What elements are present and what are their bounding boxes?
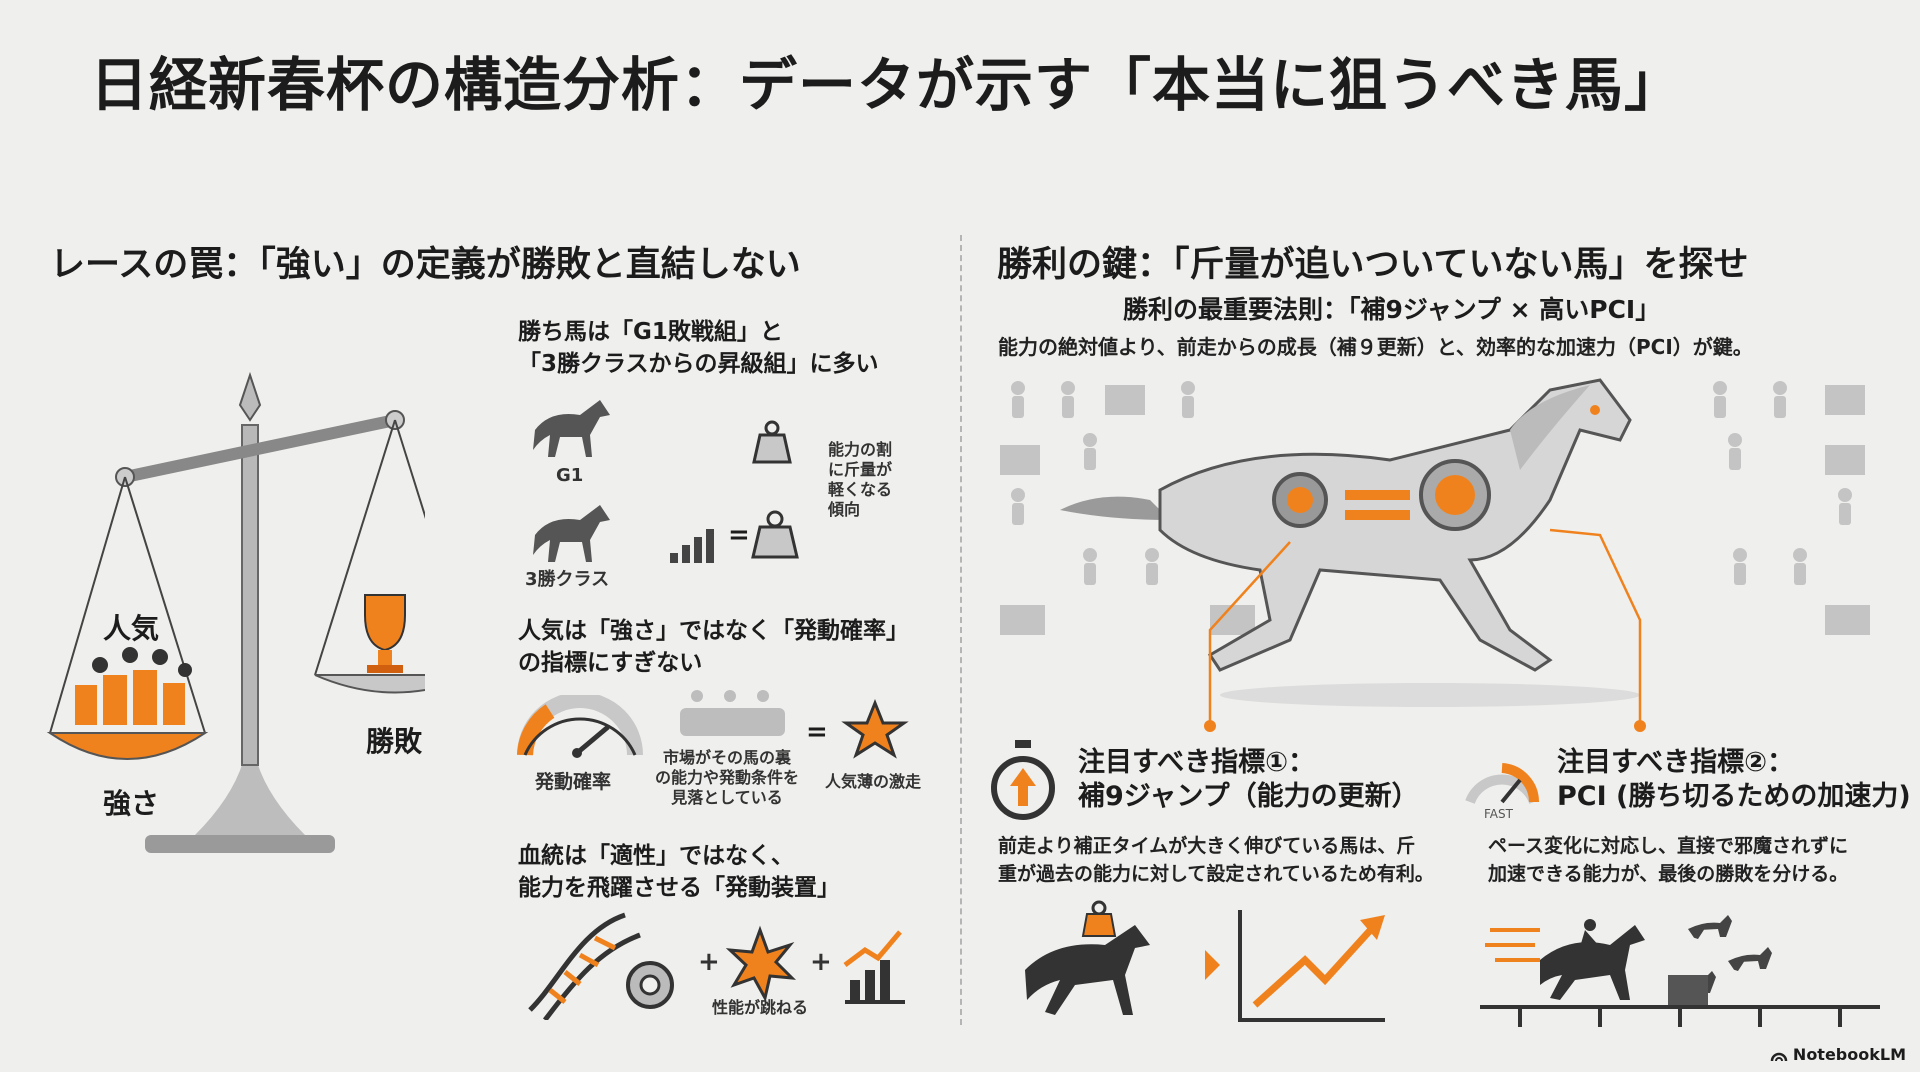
strength-label: 強さ <box>103 787 160 820</box>
right-subtext: 能力の絶対値より、前走からの成長（補９更新）と、効率的な加速力（PCI）が鍵。 <box>998 335 1753 359</box>
crowd-icon <box>680 690 785 736</box>
fast-text: FAST <box>1484 807 1514 820</box>
g1-label: G1 <box>556 465 584 486</box>
gauge-icon <box>517 695 643 758</box>
point2-text: 人気は「強さ」ではなく「発動確率」 の指標にすぎない <box>518 618 909 676</box>
point1-text: 勝ち馬は「G1敗戦組」と 「3勝クラスからの昇級組」に多い <box>518 319 879 377</box>
weight-note: 能力の割 に斤量が 軽くなる 傾向 <box>828 440 893 519</box>
notebooklm-logo: NotebookLM <box>1770 1045 1906 1064</box>
race-finish-illustration <box>1480 915 1880 1027</box>
robot-horse-illustration <box>1000 378 1870 732</box>
crowd-note: 市場がその馬の裏 の能力や発動条件を 見落としている <box>655 748 800 807</box>
class3-label: 3勝クラス <box>525 569 610 590</box>
indicator1-desc: 前走より補正タイムが大きく伸びている馬は、斤 重が過去の能力に対して設定されてい… <box>998 835 1434 885</box>
star-label: 人気薄の激走 <box>825 772 922 791</box>
popularity-label: 人気 <box>103 612 160 645</box>
notebooklm-icon <box>1770 1052 1788 1061</box>
heavy-weight-icon <box>751 510 799 559</box>
svg-text:+: + <box>698 947 720 977</box>
burst-label: 性能が跳ねる <box>712 998 809 1017</box>
gauge-label: 発動確率 <box>535 771 612 793</box>
brand-label: NotebookLM <box>1792 1045 1906 1064</box>
indicator2-desc: ペース変化に対応し、直接で邪魔されずに 加速できる能力が、最後の勝敗を分ける。 <box>1488 835 1849 885</box>
speed-gauge-icon: FAST <box>1465 763 1540 820</box>
section-divider <box>960 235 962 1025</box>
equals-sign-2: = <box>806 717 828 747</box>
horse-class3-icon <box>533 505 610 562</box>
star-burst-icon <box>841 698 909 759</box>
right-heading: 勝利の鍵：「斤量が追いついていない馬」を探せ <box>997 245 1749 285</box>
weight-icon <box>752 420 792 464</box>
svg-text:+: + <box>810 947 832 977</box>
point3-text: 血統は「適性」ではなく、 能力を飛躍させる「発動装置」 <box>518 843 840 901</box>
indicator2-title: 注目すべき指標②： PCI (勝ち切るための加速力) <box>1557 747 1911 812</box>
stopwatch-icon <box>991 740 1055 820</box>
left-heading: レースの罠：「強い」の定義が勝敗と直結しない <box>50 245 801 285</box>
horse-g1-icon <box>533 400 610 457</box>
right-subheading: 勝利の最重要法則：「補9ジャンプ × 高いPCI」 <box>1123 295 1661 324</box>
result-label: 勝敗 <box>366 725 423 758</box>
equals-sign: = <box>728 520 750 550</box>
weight-jump-illustration <box>1025 900 1385 1022</box>
page-title: 日経新春杯の構造分析：データが示す「本当に狙うべき馬」 <box>90 51 1684 119</box>
bar-chart-icon <box>670 529 714 563</box>
balance-scale-icon <box>46 371 425 853</box>
bloodline-equation-icon: + + <box>528 912 905 1020</box>
indicator1-title: 注目すべき指標①： 補9ジャンプ（能力の更新） <box>1078 747 1419 812</box>
